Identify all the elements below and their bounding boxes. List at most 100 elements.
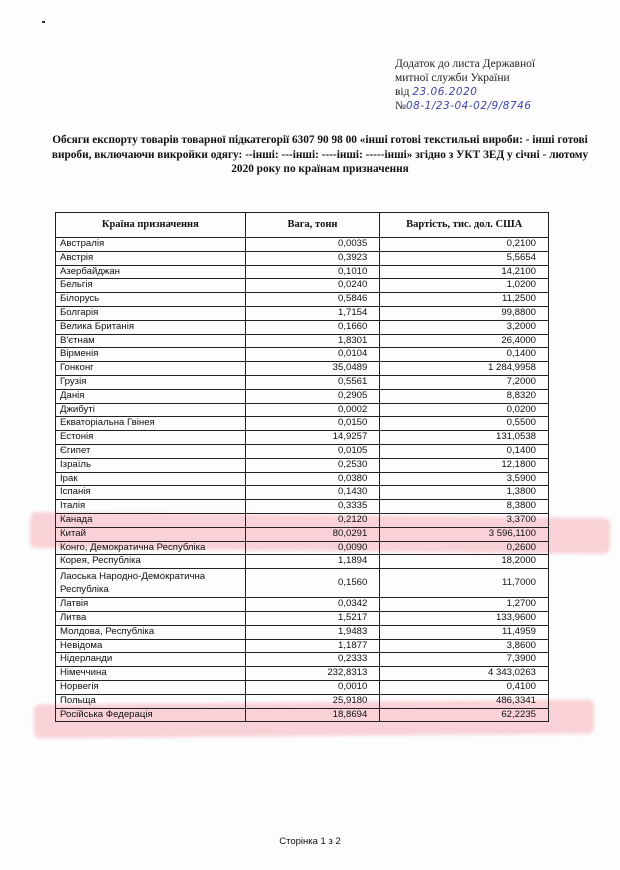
table-row: Австралія 0,0035 0,2100 — [55, 237, 549, 252]
addressee-block: Додаток до листа Державної митної служби… — [395, 57, 535, 113]
table-row: Італія 0,3335 8,3800 — [55, 499, 549, 514]
table-row: Вірменія 0,0104 0,1400 — [55, 347, 549, 363]
value-cell: 4 343,0263 — [379, 666, 549, 681]
number-prefix: № — [395, 100, 406, 112]
weight-cell: 0,2333 — [244, 652, 381, 668]
value-cell: 0,5500 — [379, 416, 549, 432]
weight-cell: 0,0010 — [244, 679, 381, 695]
value-cell: 3,8600 — [379, 638, 549, 654]
value-cell: 0,2600 — [379, 540, 549, 556]
country-cell: Гонконг — [55, 361, 246, 376]
country-cell: Болгарія — [55, 305, 246, 321]
table-row: Молдова, Республіка 1,9483 11,4959 — [55, 624, 549, 640]
weight-cell: 0,1430 — [244, 485, 381, 501]
weight-cell: 0,1560 — [244, 568, 381, 599]
weight-cell: 0,2530 — [244, 457, 381, 473]
country-cell: Азербайджан — [55, 264, 246, 280]
value-cell: 62,2235 — [379, 707, 549, 723]
weight-cell: 25,9180 — [244, 693, 381, 709]
value-cell: 7,3900 — [379, 652, 549, 668]
value-cell: 18,2000 — [379, 554, 549, 570]
country-cell: Італія — [55, 499, 246, 514]
weight-cell: 232,8313 — [244, 666, 381, 681]
weight-cell: 0,5846 — [244, 292, 381, 307]
weight-cell: 35,0489 — [244, 361, 381, 376]
value-cell: 1,2700 — [379, 597, 549, 612]
table-row: Єгипет 0,0105 0,1400 — [55, 443, 549, 459]
country-cell: Норвегія — [55, 679, 246, 695]
table-row: Канада 0,2120 3,3700 — [55, 512, 549, 528]
address-line: Додаток до листа Державної — [395, 58, 536, 70]
value-cell: 14,2100 — [379, 264, 549, 280]
value-cell: 8,8320 — [379, 388, 549, 404]
weight-cell: 0,0035 — [244, 237, 381, 252]
value-cell: 26,4000 — [379, 333, 549, 349]
table-row: Корея, Республіка 1,1894 18,2000 — [55, 554, 549, 570]
country-cell: Бельгія — [55, 278, 246, 294]
table-row: Невідома 1,1877 3,8600 — [55, 638, 549, 654]
scan-mark — [42, 21, 45, 23]
table-row: Ізраїль 0,2530 12,1800 — [55, 457, 549, 473]
weight-cell: 0,5561 — [244, 374, 381, 390]
number-line: №08-1/23-04-02/9/8746 — [395, 99, 535, 113]
table-row: Джибуті 0,0002 0,0200 — [55, 402, 549, 418]
country-cell: Нідерланди — [55, 652, 246, 668]
weight-cell: 0,2120 — [244, 512, 381, 528]
weight-cell: 1,5217 — [244, 610, 381, 626]
weight-cell: 1,9483 — [244, 624, 381, 640]
weight-cell: 0,0240 — [244, 278, 381, 294]
weight-cell: 1,7154 — [244, 305, 381, 321]
table-row: Гонконг 35,0489 1 284,9958 — [55, 361, 549, 376]
country-cell: Австралія — [55, 237, 246, 252]
value-cell: 7,2000 — [379, 374, 549, 390]
table-row: Болгарія 1,7154 99,8800 — [55, 305, 549, 321]
country-cell: Російська Федерація — [55, 707, 246, 723]
country-cell: Корея, Республіка — [55, 554, 246, 570]
weight-cell: 0,0342 — [244, 597, 381, 612]
page-number: Сторінка 1 з 2 — [279, 836, 341, 847]
value-cell: 0,1400 — [379, 347, 549, 363]
column-header: Вага, тонн — [244, 212, 381, 238]
value-cell: 1,3800 — [379, 485, 549, 501]
weight-cell: 1,1877 — [244, 638, 381, 654]
country-cell: Єгипет — [55, 443, 246, 459]
table-row: Китай 80,0291 3 596,1100 — [55, 526, 549, 542]
country-cell: Джибуті — [55, 402, 246, 418]
column-header: Країна призначення — [55, 212, 246, 238]
value-cell: 0,1400 — [379, 443, 549, 459]
weight-cell: 0,0105 — [244, 443, 381, 459]
weight-cell: 18,8694 — [244, 707, 381, 723]
country-cell: Китай — [55, 526, 246, 542]
export-table: Країна призначення Вага, тонн Вартість, ти… — [55, 212, 549, 723]
weight-cell: 0,1010 — [244, 264, 381, 280]
column-header: Вартість, тис. дол. США — [379, 212, 549, 238]
value-cell: 0,2100 — [379, 237, 549, 252]
country-cell: Велика Британія — [55, 319, 246, 335]
value-cell: 99,8800 — [379, 305, 549, 321]
table-row: Екваторіальна Гвінея 0,0150 0,5500 — [55, 416, 549, 432]
table-row: Норвегія 0,0010 0,4100 — [55, 679, 549, 695]
country-cell: Невідома — [55, 638, 246, 654]
table-row: Грузія 0,5561 7,2000 — [55, 374, 549, 390]
value-cell: 1 284,9958 — [379, 361, 549, 376]
value-cell: 3,5900 — [379, 471, 549, 487]
weight-cell: 0,2905 — [244, 388, 381, 404]
table-row: Бельгія 0,0240 1,0200 — [55, 278, 549, 294]
weight-cell: 0,0150 — [244, 416, 381, 432]
weight-cell: 14,9257 — [244, 430, 381, 445]
country-cell: Іспанія — [55, 485, 246, 501]
table-row: Естонія 14,9257 131,0538 — [55, 430, 549, 445]
value-cell: 12,1800 — [379, 457, 549, 473]
table-row: Конго, Демократична Республіка 0,0090 0,26… — [55, 540, 549, 556]
country-cell: Ірак — [55, 471, 246, 487]
country-cell: Молдова, Республіка — [55, 624, 246, 640]
table-row: Ірак 0,0380 3,5900 — [55, 471, 549, 487]
table-row: Данія 0,2905 8,8320 — [55, 388, 549, 404]
value-cell: 0,4100 — [379, 679, 549, 695]
table-row: Велика Британія 0,1660 3,2000 — [55, 319, 549, 335]
country-cell: Естонія — [55, 430, 246, 445]
country-cell: Вірменія — [55, 347, 246, 363]
country-cell: Німеччина — [55, 666, 246, 681]
country-cell: В'єтнам — [55, 333, 246, 349]
